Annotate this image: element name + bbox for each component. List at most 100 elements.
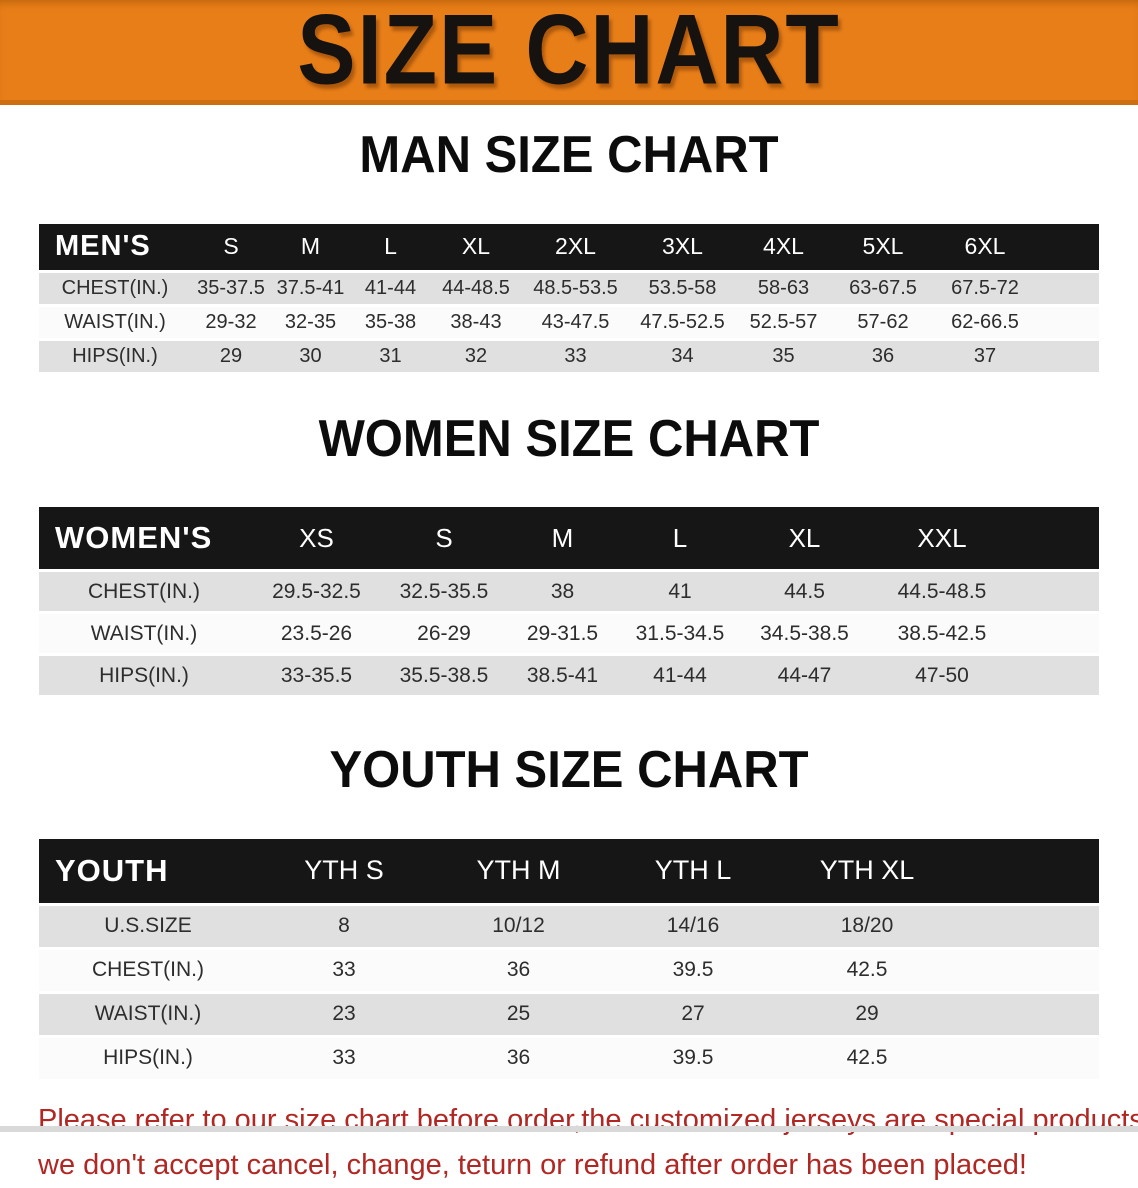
womens-size-table: WOMEN'S XS S M L XL XXL CHEST(IN.) 29.5-… — [39, 504, 1099, 698]
youth-size-table: YOUTH YTH S YTH M YTH L YTH XL U.S.SIZE … — [39, 836, 1099, 1082]
mens-table-label: MEN'S — [39, 223, 191, 270]
banner-title: SIZE CHART — [297, 0, 841, 106]
size-cell: 26-29 — [384, 614, 504, 654]
disclaimer-line-1: Please refer to our size chart before or… — [38, 1103, 1138, 1136]
size-cell: 53.5-58 — [630, 272, 735, 304]
row-spacer — [1014, 656, 1099, 696]
size-cell: 35-37.5 — [191, 272, 271, 304]
youth-chest-row: CHEST(IN.) 33 36 39.5 42.5 — [39, 949, 1099, 991]
mens-col-header: 5XL — [832, 223, 934, 270]
size-cell: 41-44 — [621, 656, 739, 696]
size-cell: 47.5-52.5 — [630, 306, 735, 338]
youth-col-header: YTH XL — [780, 838, 954, 903]
size-cell: 33 — [257, 1037, 431, 1079]
size-cell: 29 — [191, 340, 271, 372]
order-disclaimer-note: Please refer to our size chart before or… — [0, 1098, 1138, 1188]
womens-header-row: WOMEN'S XS S M L XL XXL — [39, 507, 1099, 570]
mens-chest-row: CHEST(IN.) 35-37.5 37.5-41 41-44 44-48.5… — [39, 272, 1099, 304]
disclaimer-line-2: we don't accept cancel, change, teturn o… — [38, 1148, 1027, 1181]
size-cell: 27 — [606, 993, 780, 1035]
size-cell: 37.5-41 — [271, 272, 350, 304]
youth-table-label: YOUTH — [39, 838, 257, 903]
size-cell: 31 — [350, 340, 431, 372]
mens-col-header: L — [350, 223, 431, 270]
size-cell: 33 — [257, 949, 431, 991]
youth-ussize-row: U.S.SIZE 8 10/12 14/16 18/20 — [39, 905, 1099, 947]
row-label-chest: CHEST(IN.) — [39, 572, 249, 612]
mens-col-header: 4XL — [735, 223, 832, 270]
row-label-waist: WAIST(IN.) — [39, 993, 257, 1035]
size-cell: 8 — [257, 905, 431, 947]
row-label-hips: HIPS(IN.) — [39, 1037, 257, 1079]
youth-col-header: YTH L — [606, 838, 780, 903]
size-cell: 67.5-72 — [934, 272, 1036, 304]
size-cell: 38.5-41 — [504, 656, 621, 696]
mens-header-row: MEN'S S M L XL 2XL 3XL 4XL 5XL 6XL — [39, 223, 1099, 270]
size-cell: 62-66.5 — [934, 306, 1036, 338]
size-cell: 48.5-53.5 — [521, 272, 630, 304]
size-cell: 32.5-35.5 — [384, 572, 504, 612]
size-cell: 33 — [521, 340, 630, 372]
size-cell: 44-48.5 — [431, 272, 521, 304]
size-cell: 57-62 — [832, 306, 934, 338]
womens-col-header: L — [621, 507, 739, 570]
size-cell: 38-43 — [431, 306, 521, 338]
youth-section-heading: YOUTH SIZE CHART — [329, 741, 809, 799]
header-spacer — [1014, 507, 1099, 570]
size-cell: 29-31.5 — [504, 614, 621, 654]
size-cell: 35 — [735, 340, 832, 372]
row-label-waist: WAIST(IN.) — [39, 306, 191, 338]
row-label-hips: HIPS(IN.) — [39, 340, 191, 372]
size-cell: 29.5-32.5 — [249, 572, 384, 612]
youth-col-header: YTH M — [431, 838, 606, 903]
size-cell: 38 — [504, 572, 621, 612]
row-label-us-size: U.S.SIZE — [39, 905, 257, 947]
row-label-hips: HIPS(IN.) — [39, 656, 249, 696]
mens-col-header: 2XL — [521, 223, 630, 270]
size-chart-banner: SIZE CHART — [0, 0, 1138, 105]
size-cell: 42.5 — [780, 1037, 954, 1079]
size-cell: 39.5 — [606, 1037, 780, 1079]
womens-hips-row: HIPS(IN.) 33-35.5 35.5-38.5 38.5-41 41-4… — [39, 656, 1099, 696]
size-cell: 32-35 — [271, 306, 350, 338]
mens-size-table: MEN'S S M L XL 2XL 3XL 4XL 5XL 6XL CHEST… — [39, 221, 1099, 375]
size-cell: 47-50 — [870, 656, 1014, 696]
womens-chest-row: CHEST(IN.) 29.5-32.5 32.5-35.5 38 41 44.… — [39, 572, 1099, 612]
size-cell: 36 — [832, 340, 934, 372]
size-cell: 63-67.5 — [832, 272, 934, 304]
size-cell: 52.5-57 — [735, 306, 832, 338]
size-cell: 36 — [431, 949, 606, 991]
mens-col-header: XL — [431, 223, 521, 270]
bottom-edge-strip — [0, 1126, 1138, 1132]
size-cell: 43-47.5 — [521, 306, 630, 338]
size-cell: 39.5 — [606, 949, 780, 991]
size-cell: 44.5 — [739, 572, 870, 612]
size-cell: 34 — [630, 340, 735, 372]
row-spacer — [954, 949, 1099, 991]
size-cell: 33-35.5 — [249, 656, 384, 696]
mens-col-header: 3XL — [630, 223, 735, 270]
youth-header-row: YOUTH YTH S YTH M YTH L YTH XL — [39, 838, 1099, 903]
size-cell: 14/16 — [606, 905, 780, 947]
size-cell: 42.5 — [780, 949, 954, 991]
youth-waist-row: WAIST(IN.) 23 25 27 29 — [39, 993, 1099, 1035]
row-spacer — [954, 905, 1099, 947]
row-spacer — [1036, 272, 1099, 304]
mens-col-header: S — [191, 223, 271, 270]
size-cell: 25 — [431, 993, 606, 1035]
size-cell: 32 — [431, 340, 521, 372]
row-spacer — [954, 993, 1099, 1035]
size-cell: 37 — [934, 340, 1036, 372]
row-label-waist: WAIST(IN.) — [39, 614, 249, 654]
header-spacer — [954, 838, 1099, 903]
size-cell: 36 — [431, 1037, 606, 1079]
size-cell: 29 — [780, 993, 954, 1035]
header-spacer — [1036, 223, 1099, 270]
size-cell: 44.5-48.5 — [870, 572, 1014, 612]
womens-waist-row: WAIST(IN.) 23.5-26 26-29 29-31.5 31.5-34… — [39, 614, 1099, 654]
size-cell: 58-63 — [735, 272, 832, 304]
womens-table-label: WOMEN'S — [39, 507, 249, 570]
size-cell: 18/20 — [780, 905, 954, 947]
mens-col-header: 6XL — [934, 223, 1036, 270]
size-cell: 29-32 — [191, 306, 271, 338]
